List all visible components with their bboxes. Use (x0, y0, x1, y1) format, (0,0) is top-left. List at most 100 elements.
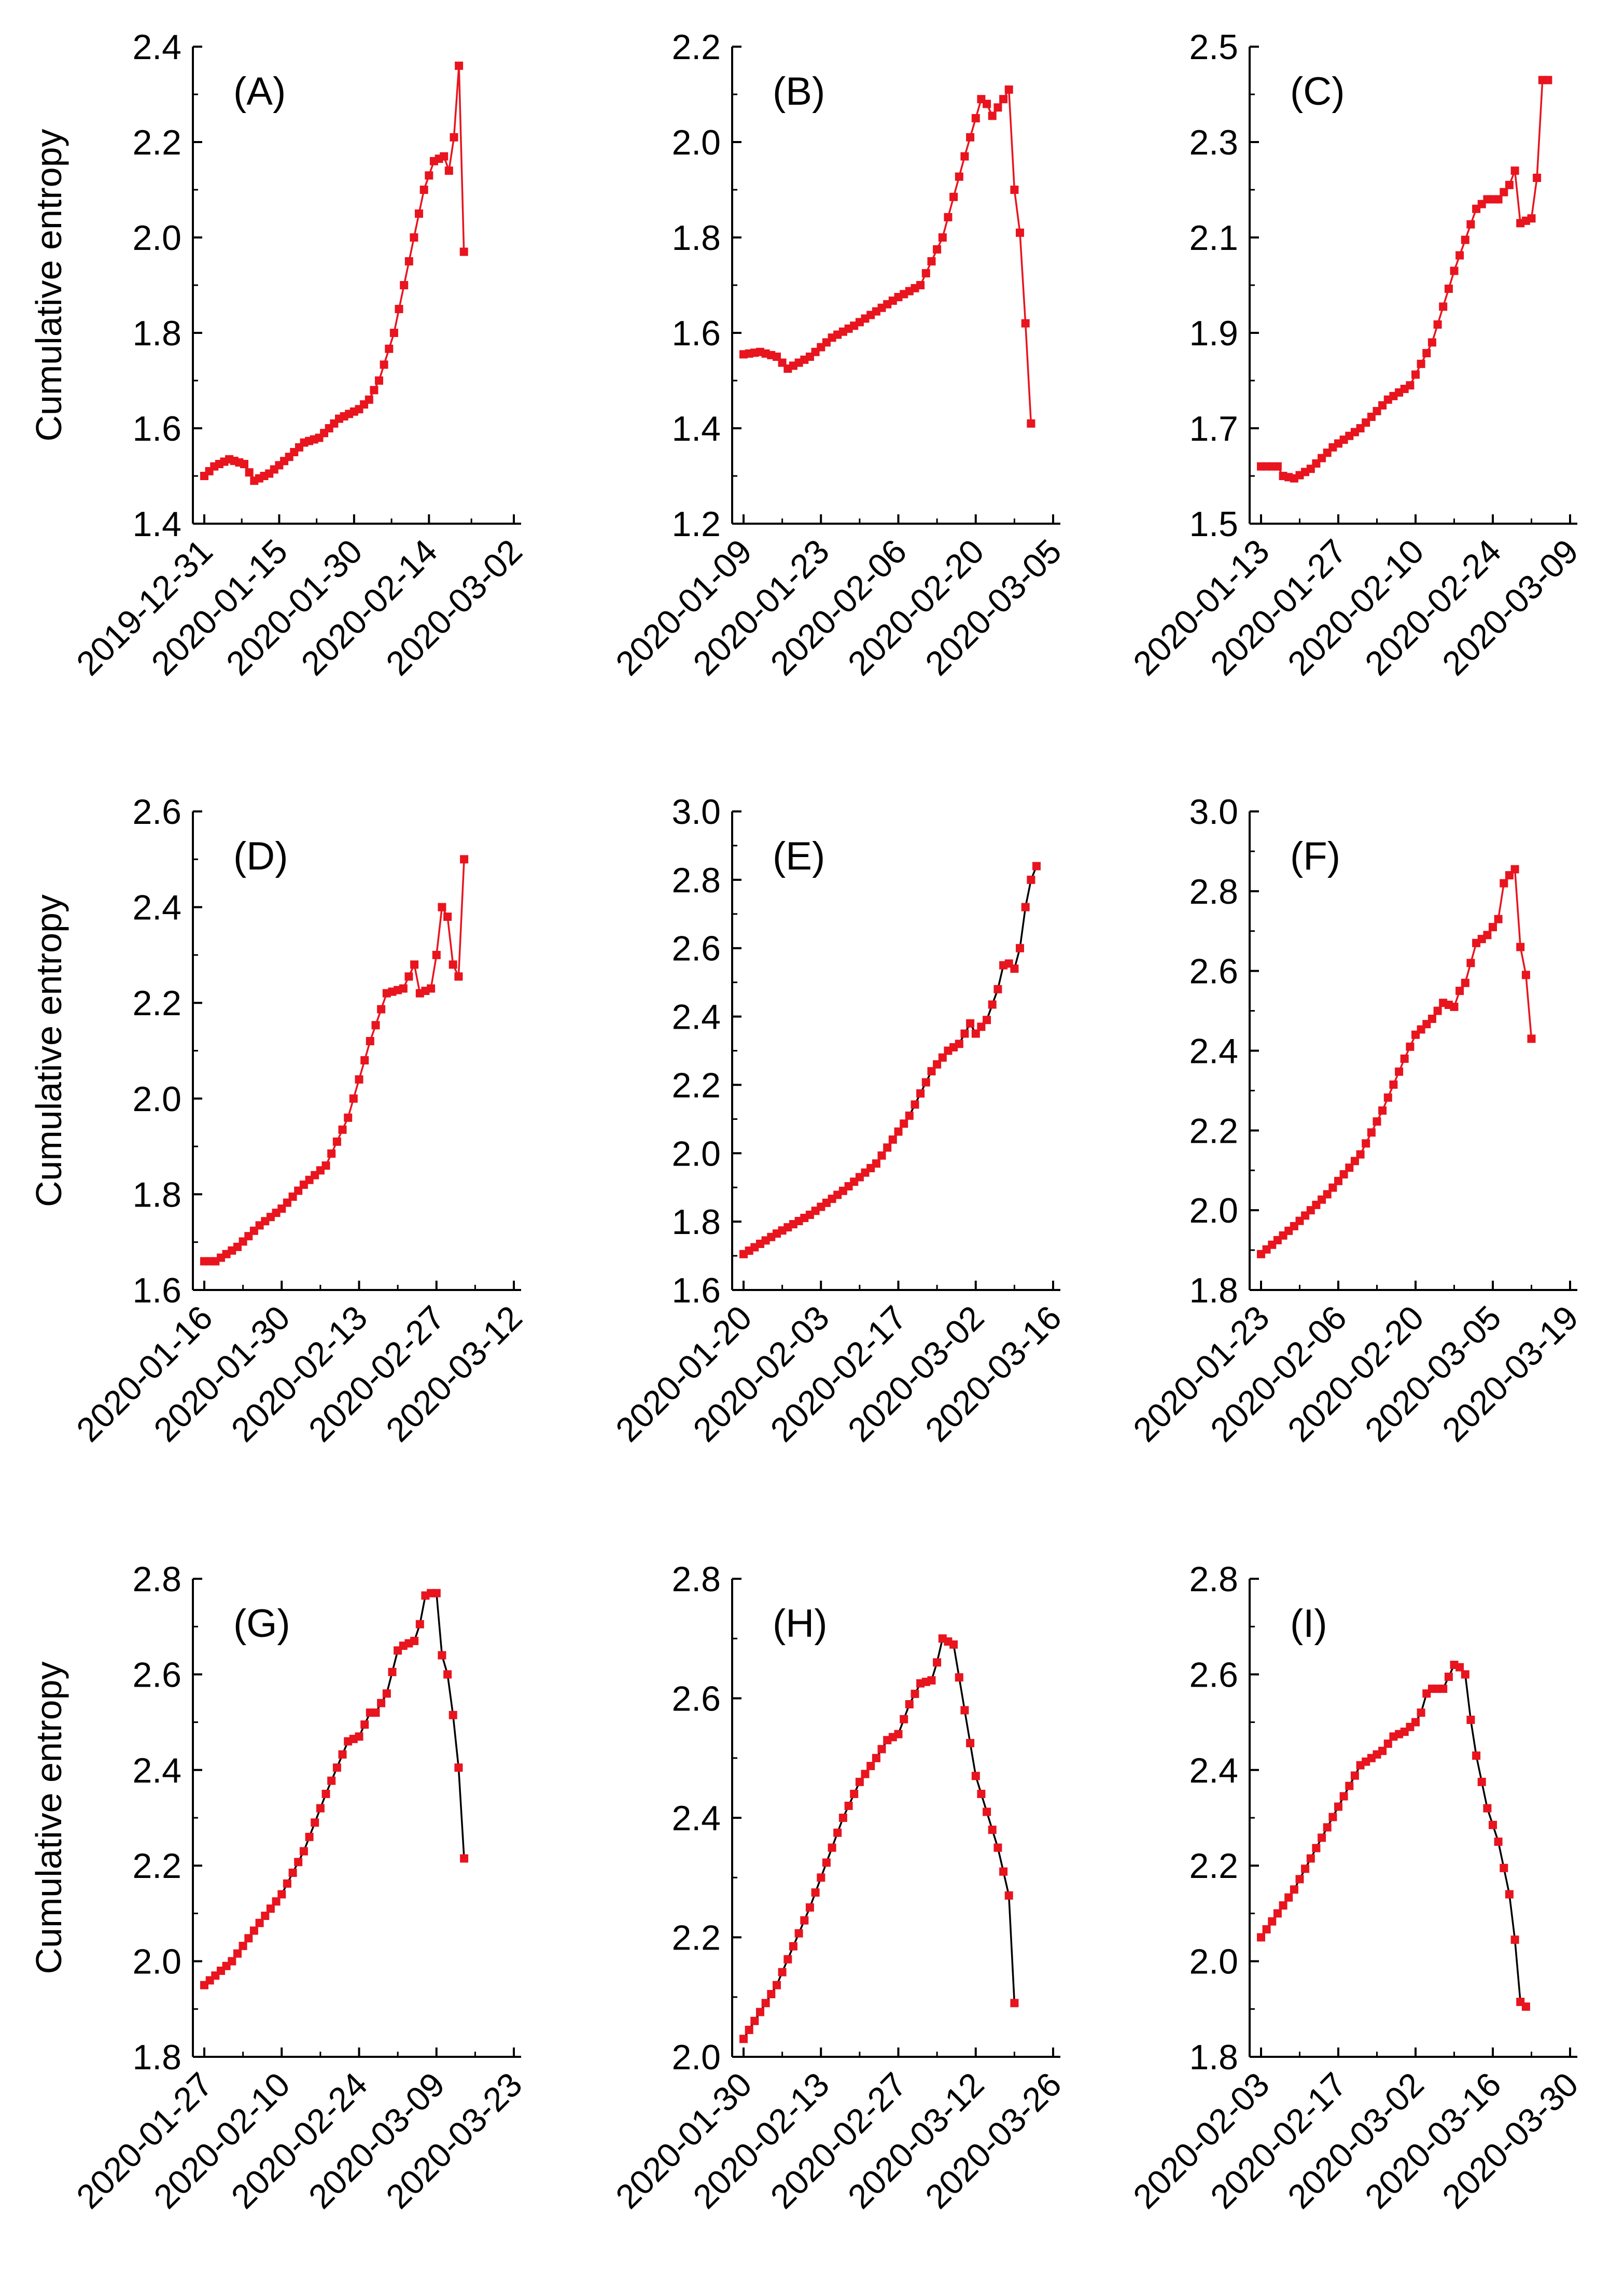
data-point (888, 1135, 897, 1144)
data-point (272, 1897, 281, 1906)
data-point (1362, 1139, 1370, 1148)
y-tick-label: 1.4 (132, 504, 181, 544)
data-point (1273, 1909, 1282, 1918)
data-point (249, 1926, 258, 1935)
data-point (966, 1019, 975, 1028)
data-point (1494, 195, 1503, 204)
data-point (432, 1589, 441, 1597)
data-point (955, 1040, 963, 1048)
data-point (459, 247, 468, 256)
data-point (1433, 1006, 1442, 1015)
data-point (1389, 1080, 1398, 1089)
data-point (299, 1847, 308, 1856)
data-point (1433, 320, 1442, 329)
y-tick-label: 1.6 (671, 1271, 721, 1310)
data-point (449, 960, 457, 969)
data-point (1027, 875, 1035, 884)
data-point (1533, 174, 1542, 182)
data-point (1422, 349, 1431, 358)
data-point (828, 1843, 836, 1852)
y-tick-label: 1.5 (1189, 504, 1238, 544)
data-point (266, 1904, 275, 1913)
y-tick-label: 2.4 (671, 1799, 721, 1838)
data-point (1323, 1823, 1332, 1832)
data-point (1472, 1751, 1481, 1760)
data-point (360, 1056, 369, 1064)
y-axis-title: Cumulative entropy (29, 1661, 69, 1974)
y-tick-label: 1.6 (132, 409, 181, 448)
data-point (767, 1990, 776, 1998)
y-tick-label: 2.0 (671, 2038, 721, 2077)
panel-i: 1.82.02.22.42.62.82020-02-032020-02-1720… (1126, 1560, 1586, 2216)
data-point (944, 213, 953, 221)
y-tick-label: 2.0 (671, 123, 721, 162)
data-point (1339, 1170, 1348, 1179)
y-axis-title: Cumulative entropy (29, 894, 69, 1207)
data-point (415, 1620, 424, 1629)
data-point (1510, 1936, 1519, 1944)
data-point (866, 1762, 875, 1771)
data-point (761, 1999, 770, 2008)
data-point (817, 1873, 825, 1882)
data-point (415, 209, 423, 218)
data-point (988, 1000, 997, 1009)
data-point (327, 1149, 336, 1158)
data-point (900, 1715, 908, 1723)
data-point (756, 2008, 764, 2016)
data-point (999, 95, 1008, 104)
data-point (377, 1699, 386, 1707)
data-point (239, 1942, 247, 1951)
data-point (1373, 1117, 1381, 1126)
data-point (1406, 381, 1415, 390)
data-point (332, 1137, 341, 1146)
data-point (911, 1689, 919, 1698)
data-point (427, 984, 436, 993)
data-point (288, 1869, 297, 1877)
data-point (1521, 971, 1530, 979)
data-point (349, 1094, 358, 1103)
data-point (1483, 1804, 1492, 1813)
panel-label: (F) (1290, 834, 1340, 878)
data-point (1383, 1093, 1392, 1102)
data-point (365, 395, 373, 404)
y-tick-label: 2.2 (1189, 1111, 1238, 1151)
data-point (1010, 1999, 1019, 2008)
data-point (371, 1708, 380, 1717)
y-tick-label: 2.2 (671, 1065, 721, 1105)
data-point (838, 1814, 847, 1822)
data-point (993, 103, 1002, 112)
data-point (1455, 1663, 1464, 1672)
data-point (883, 1143, 892, 1152)
data-point (900, 1119, 908, 1128)
data-point (321, 1161, 330, 1170)
data-point (933, 245, 942, 254)
data-point (1494, 915, 1503, 923)
data-point (1505, 180, 1514, 189)
panel-c: 1.51.71.92.12.32.52020-01-132020-01-2720… (1126, 27, 1586, 683)
data-point (400, 281, 409, 289)
data-point (1334, 1176, 1342, 1185)
data-point (750, 2016, 759, 2025)
data-point (1527, 1034, 1536, 1043)
data-point (949, 1640, 958, 1649)
y-tick-label: 2.0 (132, 218, 181, 258)
data-point (395, 305, 403, 313)
panel-g: 1.82.02.22.42.62.82020-01-272020-02-1020… (29, 1560, 529, 2216)
y-tick-label: 1.2 (671, 504, 721, 544)
data-point (1021, 903, 1030, 911)
panel-label: (C) (1290, 69, 1345, 114)
data-point (1466, 220, 1475, 229)
data-point (1521, 2002, 1530, 2011)
data-point (1411, 1718, 1420, 1727)
data-point (988, 111, 997, 120)
data-point (1527, 214, 1536, 223)
data-point (739, 2035, 748, 2043)
data-point (933, 1658, 942, 1667)
data-point (960, 1029, 969, 1038)
data-point (916, 281, 925, 289)
data-point (1345, 1782, 1354, 1790)
y-tick-label: 1.4 (671, 409, 721, 448)
y-tick-label: 2.2 (132, 1846, 181, 1886)
data-point (850, 1789, 859, 1798)
data-point (1417, 1708, 1425, 1717)
